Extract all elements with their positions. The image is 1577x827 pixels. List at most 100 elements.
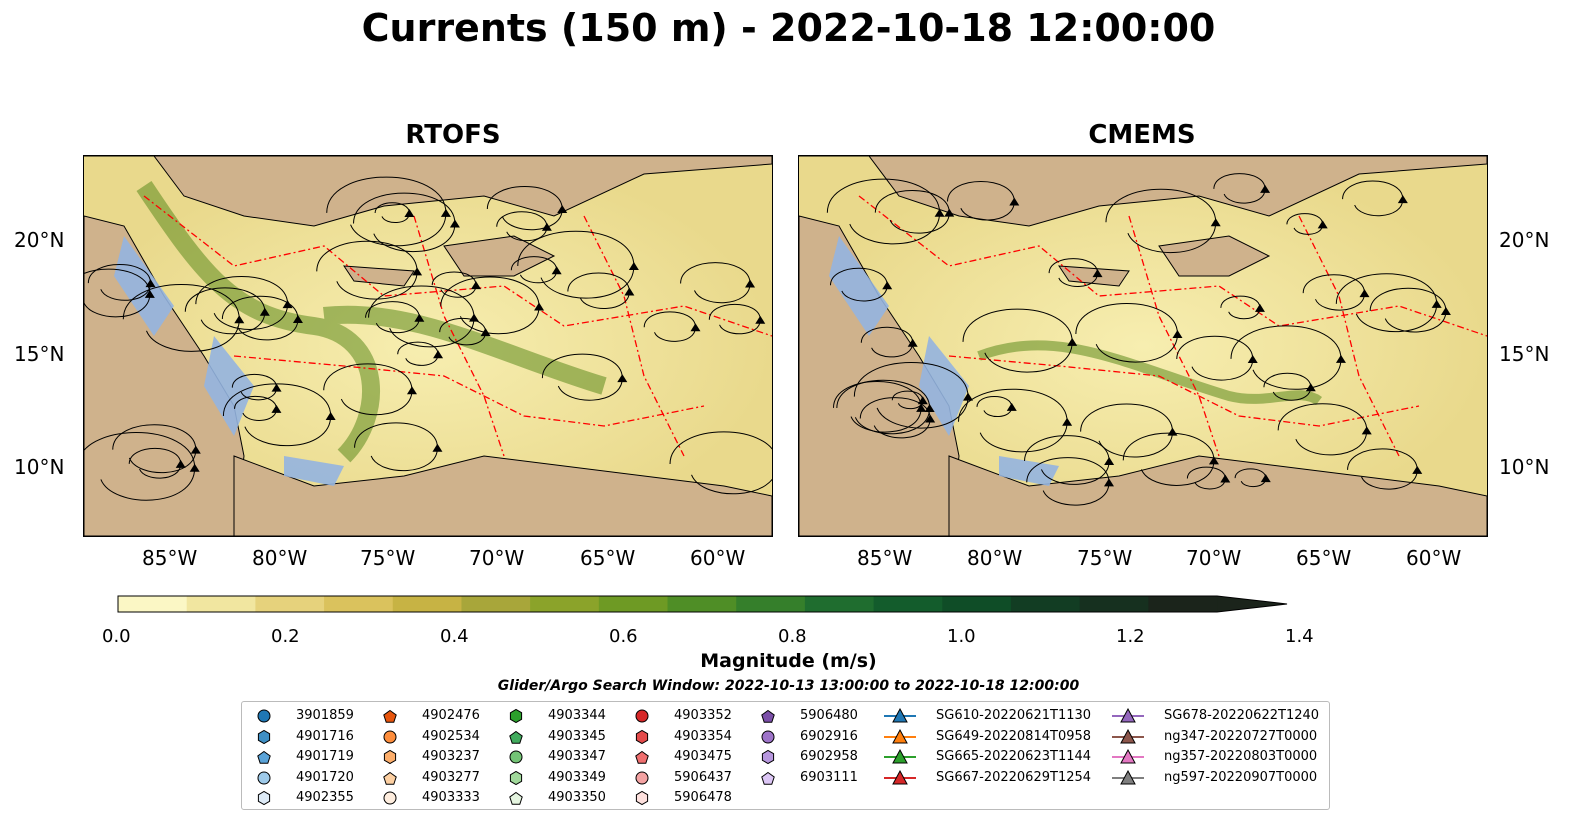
legend-label: 5906437: [674, 769, 732, 785]
lat-tick-label: 20°N: [1499, 228, 1550, 252]
circle-marker-icon: [383, 791, 397, 805]
colorbar-segment: [804, 596, 875, 612]
pentagon-marker-icon: [383, 771, 397, 785]
streamline-arrow: [234, 315, 245, 324]
lon-tick-label: 80°W: [252, 546, 308, 570]
colorbar-segment: [530, 596, 600, 612]
legend-label: 4903345: [548, 728, 606, 744]
lon-tick-label: 85°W: [857, 546, 913, 570]
legend-label: 4902476: [422, 708, 480, 723]
eez-boundary: [583, 215, 685, 457]
legend-label: 4903354: [674, 728, 732, 744]
legend: 3901859 4901716 4901719 4901720 4902355 49024…: [241, 701, 1330, 810]
hexagon-marker-icon: [383, 749, 397, 765]
colorbar-segment: [873, 596, 943, 612]
streamline-arrow: [690, 323, 701, 332]
circle-marker-icon: [383, 730, 397, 743]
hexagon-marker-icon: [257, 790, 271, 806]
hexagon-marker-icon: [635, 790, 649, 806]
shelf: [284, 456, 344, 486]
current-band: [977, 340, 1322, 406]
pentagon-marker-icon: [509, 791, 523, 805]
streamline-arrow: [292, 314, 303, 323]
colorbar-label: Magnitude (m/s): [700, 650, 877, 672]
colorbar-tick-label: 1.0: [947, 626, 976, 647]
pentagon-marker-icon: [383, 709, 397, 723]
lat-tick-label: 15°N: [1499, 342, 1550, 366]
pentagon-marker-icon: [761, 709, 775, 723]
eez-boundary: [413, 215, 505, 457]
streamline-arrow: [1361, 426, 1372, 435]
figure-title: Currents (150 m) - 2022-10-18 12:00:00: [361, 6, 1216, 50]
streamline-arrow: [1335, 354, 1346, 363]
streamline-arrow: [745, 279, 756, 288]
rtofs-map[interactable]: [83, 155, 773, 537]
legend-label: 4903475: [674, 749, 732, 764]
streamline-arrow: [916, 403, 927, 412]
streamline-arrow: [469, 313, 480, 322]
lon-tick-label: 60°W: [690, 546, 746, 570]
colorbar-tick-label: 0.6: [609, 626, 638, 647]
streamline-arrow: [404, 209, 415, 218]
streamline-arrow: [406, 386, 417, 395]
panel-title-cmems: CMEMS: [1088, 120, 1196, 150]
streamline-arrow: [624, 287, 635, 296]
colorbar-segment: [461, 596, 531, 612]
cmems-map[interactable]: [798, 155, 1488, 537]
streamline-arrow: [557, 204, 568, 213]
shelf: [114, 236, 174, 336]
streamline-arrow: [190, 445, 201, 454]
streamline-arrow: [1412, 465, 1423, 474]
legend-label: SG665-20220623T1144: [936, 749, 1092, 764]
streamline-arrow: [1067, 337, 1078, 346]
streamline-arrow: [1359, 289, 1370, 298]
legend-label: ng357-20220803T0000: [1164, 749, 1318, 764]
current-band: [136, 181, 607, 463]
legend-label: 4901719: [296, 749, 354, 764]
eez-boundary: [948, 355, 1420, 427]
streamline-arrow: [1260, 184, 1271, 193]
pentagon-marker-icon: [635, 750, 649, 764]
colorbar-segment: [736, 596, 806, 612]
legend-label: 6902916: [800, 728, 858, 744]
colorbar-segment: [392, 596, 462, 612]
legend-label: ng597-20220907T0000: [1164, 769, 1318, 785]
streamline-arrow: [934, 208, 945, 217]
streamline-arrow: [471, 281, 482, 290]
triangle-marker-icon: [884, 708, 916, 723]
streamline-arrow: [1317, 220, 1328, 229]
search-window-text: Glider/Argo Search Window: 2022-10-13 13…: [497, 678, 1080, 694]
triangle-marker-icon: [1112, 769, 1144, 784]
shelf: [999, 456, 1059, 486]
lon-tick-label: 75°W: [1077, 546, 1133, 570]
land: [84, 156, 772, 227]
legend-label: 4901716: [296, 728, 354, 744]
hexagon-marker-icon: [509, 708, 523, 724]
colorbar-segment: [324, 596, 394, 612]
colorbar-segment: [255, 596, 325, 612]
streamline-arrow: [1440, 306, 1451, 315]
legend-label: SG667-20220629T1254: [936, 769, 1092, 785]
streamline-arrow: [944, 208, 955, 217]
colorbar-segment: [667, 596, 737, 612]
streamline-arrow: [1305, 383, 1316, 392]
shelf: [204, 336, 254, 436]
legend-label: SG678-20220622T1240: [1164, 708, 1320, 723]
shelf: [829, 236, 889, 336]
streamline-arrow: [1172, 329, 1183, 338]
streamline-arrow: [917, 396, 928, 405]
streamline-arrow: [755, 315, 766, 324]
pentagon-marker-icon: [509, 730, 523, 744]
legend-label: 6902958: [800, 749, 858, 764]
streamline-arrow: [189, 463, 200, 472]
streamline-arrow: [617, 374, 628, 383]
colorbar-extend-arrow: [1217, 596, 1288, 612]
streamline: [669, 431, 772, 495]
streamline-arrow: [628, 262, 639, 271]
circle-marker-icon: [509, 750, 523, 764]
streamline-arrow: [412, 267, 423, 276]
legend-label: 5906478: [674, 790, 732, 805]
lon-tick-label: 70°W: [1186, 546, 1242, 570]
lat-tick-label: 10°N: [14, 455, 65, 479]
lon-tick-label: 75°W: [360, 546, 416, 570]
